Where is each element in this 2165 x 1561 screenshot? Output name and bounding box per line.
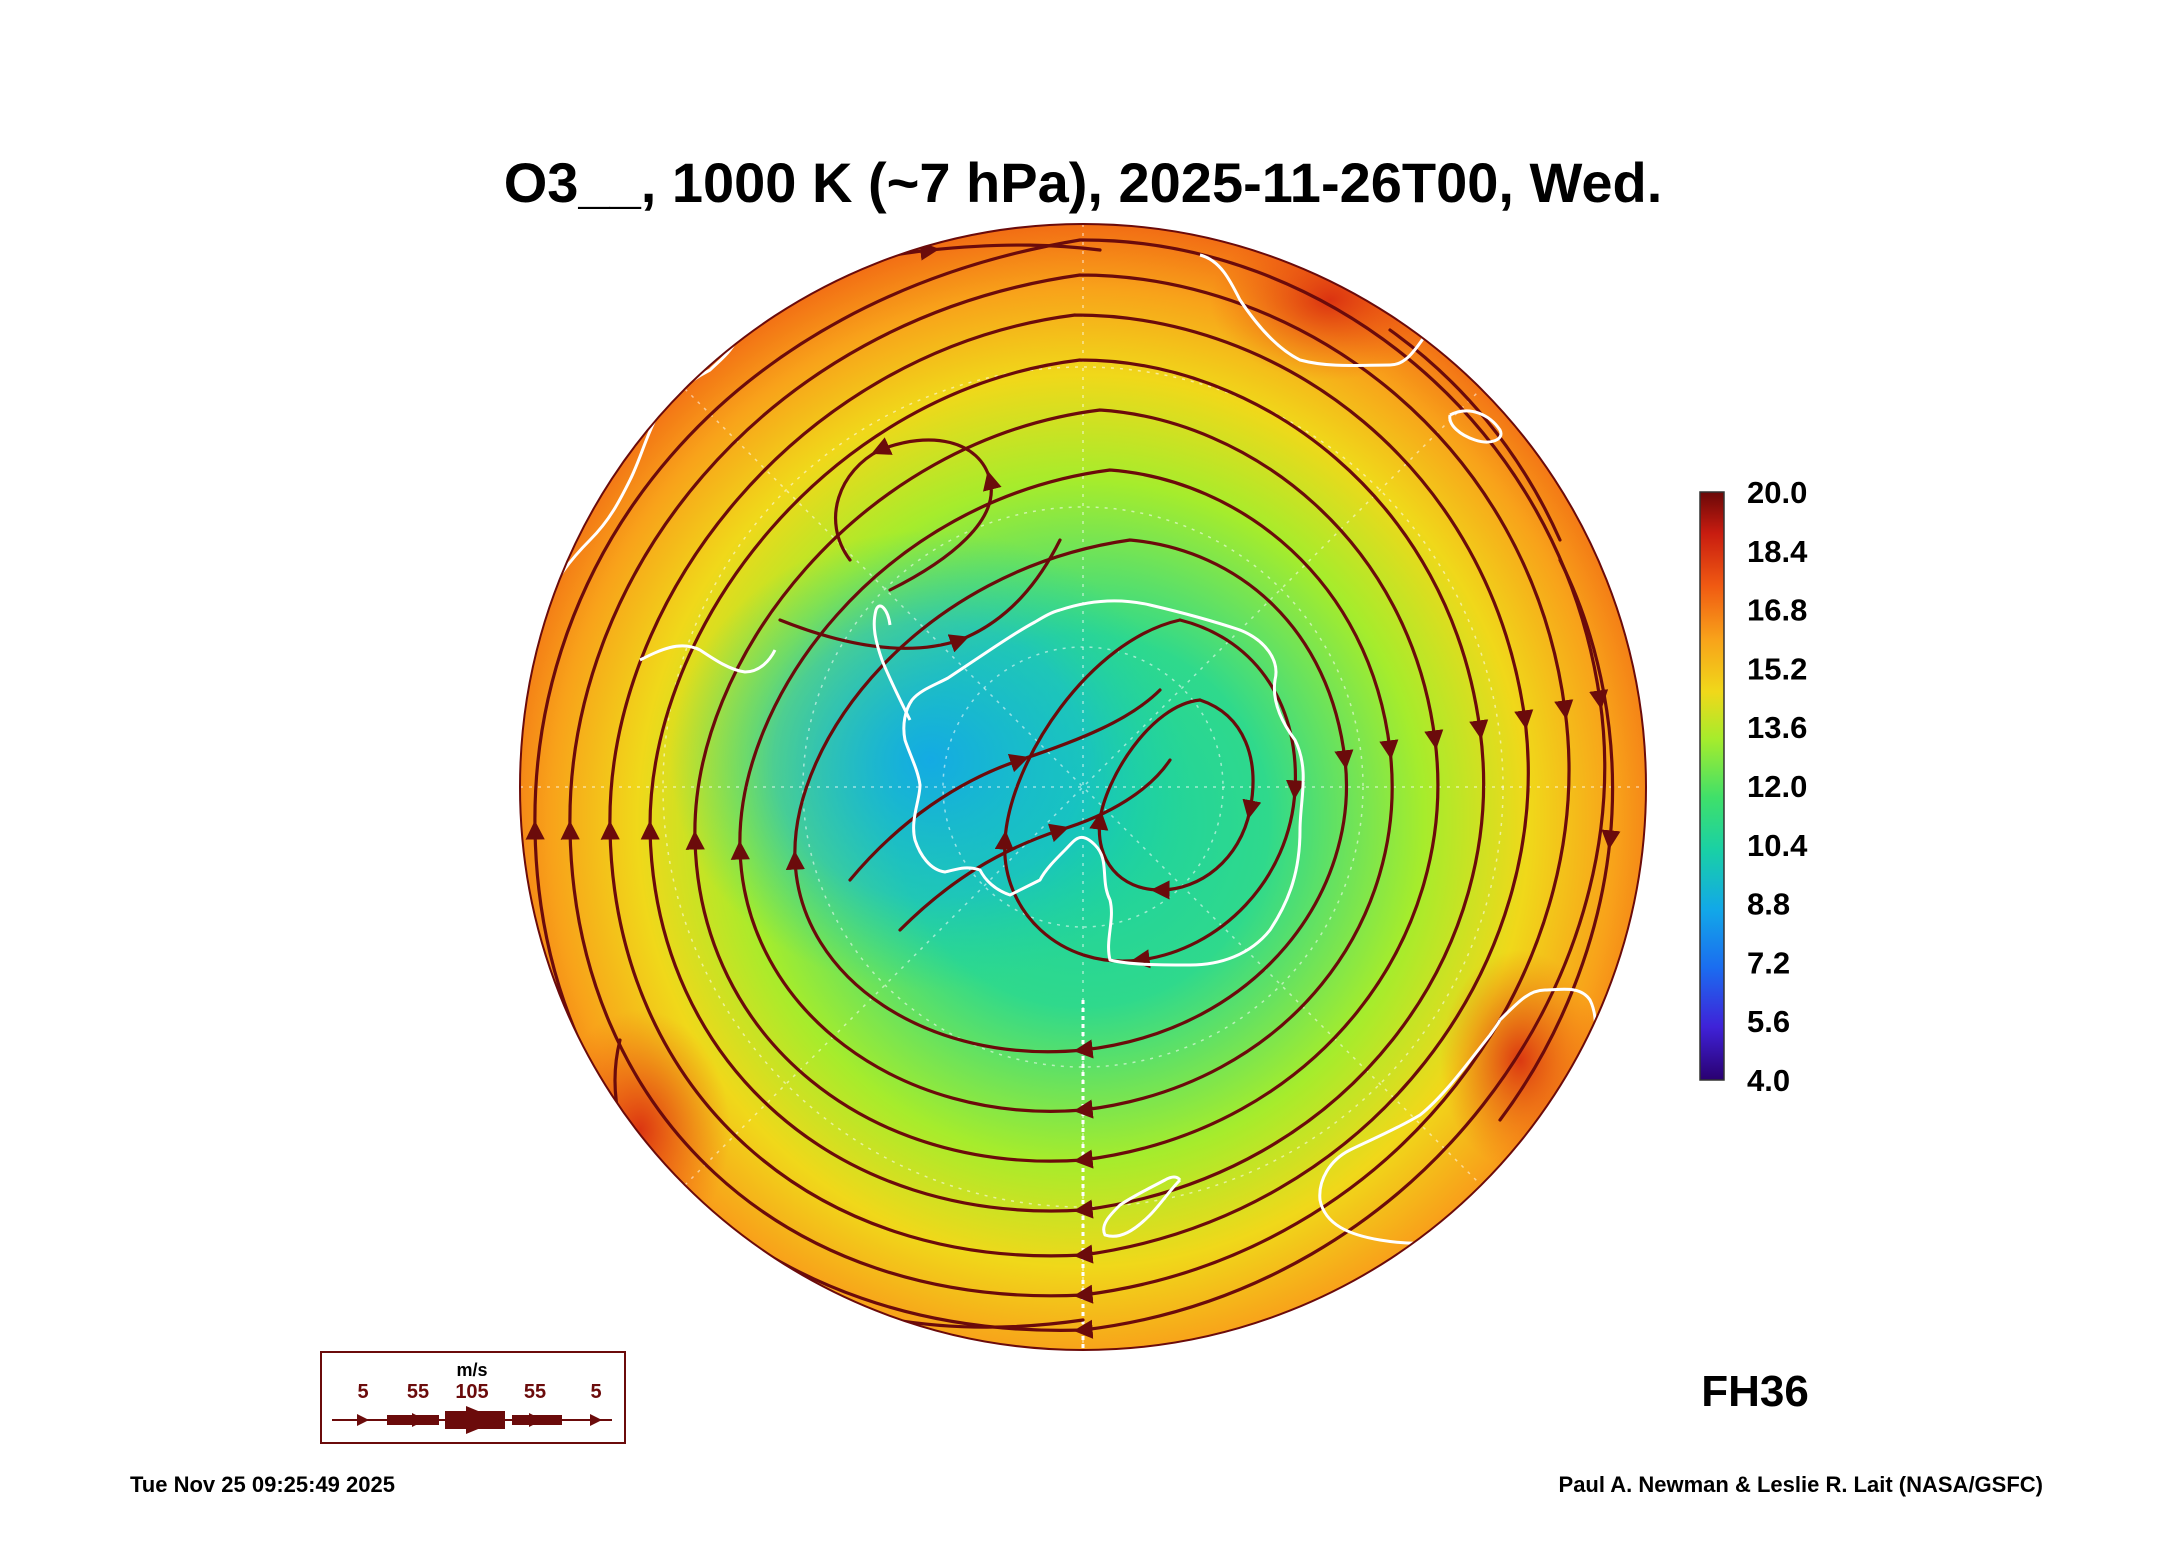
colorbar: 20.0 18.4 16.8 15.2 13.6 12.0 10.4 8.8 7.2 5.6 4.0	[1699, 475, 1808, 1098]
antarctica-coast	[902, 599, 1305, 967]
colorbar-tick-label: 12.0	[1747, 769, 1807, 804]
footer-credit: Paul A. Newman & Leslie R. Lait (NASA/GS…	[1559, 1472, 2043, 1497]
colorbar-gradient	[1699, 491, 1725, 1081]
colorbar-tick-label: 13.6	[1747, 710, 1807, 745]
legend-unit: m/s	[456, 1360, 487, 1380]
streamline	[525, 238, 1609, 1339]
polar-map	[519, 223, 1647, 1351]
legend-speed-label: 55	[407, 1381, 429, 1403]
colorbar-tick-label: 20.0	[1747, 475, 1807, 510]
south-america-tip	[639, 644, 777, 674]
colorbar-ticks: 20.0 18.4 16.8 15.2 13.6 12.0 10.4 8.8 7.2 5.6 4.0	[1747, 475, 1808, 1098]
colorbar-tick-label: 7.2	[1747, 945, 1790, 980]
antarctic-peninsula-coast	[872, 604, 912, 721]
madagascar-coast	[1448, 409, 1503, 444]
streamline	[848, 688, 1162, 882]
streamline	[778, 538, 1062, 653]
high-ozone-region-sw	[550, 1010, 730, 1250]
legend-speed-label: 105	[455, 1381, 488, 1403]
legend-speed-label: 55	[524, 1381, 546, 1403]
wind-speed-legend: m/s 5 55 105 55 5	[320, 1351, 626, 1444]
legend-speed-label: 5	[357, 1381, 368, 1403]
streamline	[600, 313, 1534, 1264]
map-border	[519, 223, 1647, 1351]
high-ozone-region-ne	[1210, 224, 1450, 380]
legend-arrow-scale	[332, 1406, 612, 1434]
forecast-hour-label: FH36	[1701, 1367, 1809, 1416]
colorbar-tick-label: 8.8	[1747, 887, 1790, 922]
map-title: O3__, 1000 K (~7 hPa), 2025-11-26T00, We…	[504, 151, 1663, 214]
streamline	[994, 618, 1306, 969]
colorbar-tick-label: 15.2	[1747, 651, 1807, 686]
south-america-coast	[538, 329, 742, 611]
colorbar-tick-label: 5.6	[1747, 1004, 1790, 1039]
footer-timestamp: Tue Nov 25 09:25:49 2025	[130, 1472, 395, 1497]
colorbar-tick-label: 4.0	[1747, 1063, 1790, 1098]
colorbar-tick-label: 10.4	[1747, 828, 1808, 863]
new-zealand-coast	[1102, 1175, 1182, 1238]
colorbar-tick-label: 18.4	[1747, 534, 1808, 569]
colorbar-tick-label: 16.8	[1747, 593, 1807, 628]
streamline	[640, 358, 1489, 1219]
streamline	[1498, 558, 1621, 1122]
streamline	[898, 758, 1172, 932]
streamline	[730, 468, 1399, 1119]
streamline	[560, 273, 1574, 1304]
streamline	[785, 538, 1354, 1059]
streamline	[1089, 698, 1262, 900]
legend-speed-label: 5	[590, 1381, 601, 1403]
streamline	[834, 437, 1002, 592]
streamline	[685, 408, 1444, 1169]
